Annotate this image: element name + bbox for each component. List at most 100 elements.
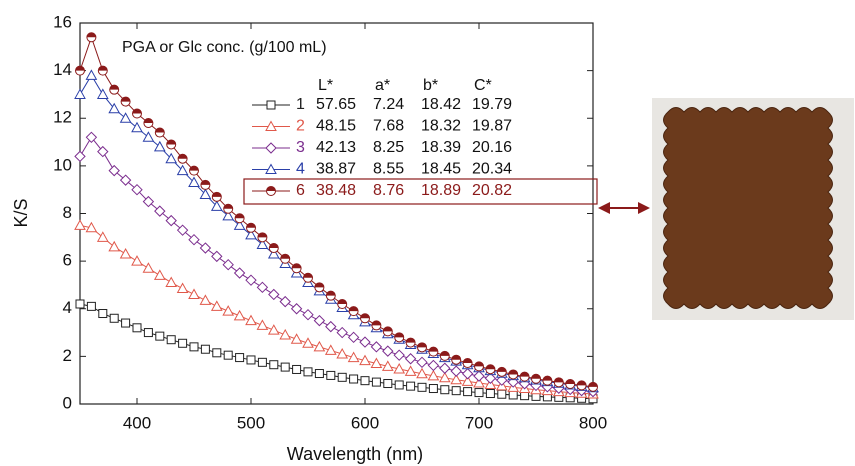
marker-shape [256,319,269,330]
marker [143,328,153,338]
table-cell: 18.39 [421,139,461,156]
marker-shape [143,118,153,124]
marker-shape [393,362,406,374]
marker-shape [360,376,370,386]
marker-shape [233,267,246,279]
marker [188,233,200,246]
marker-shape [303,367,313,377]
marker-shape [188,288,200,299]
marker-shape [302,308,314,321]
y-tick-label: 10 [53,155,72,174]
marker [565,378,576,389]
marker [324,344,337,355]
marker-shape [265,163,277,174]
marker [474,361,484,372]
marker [383,379,393,389]
marker-shape [233,219,246,230]
marker-shape [119,247,132,259]
table-cell: 18.89 [421,182,461,199]
marker-shape [347,331,360,344]
marker [269,360,279,370]
marker-shape [440,385,450,395]
marker [337,372,347,382]
marker [108,164,120,177]
marker-shape [176,164,189,176]
marker-shape [97,145,109,158]
marker-shape [245,274,257,286]
marker-shape [577,380,587,386]
marker [531,373,541,384]
marker-shape [279,295,291,308]
marker [245,274,257,286]
marker [245,314,257,326]
marker-shape [165,276,178,288]
marker [439,350,450,361]
marker-shape [267,324,280,335]
marker-shape [326,370,336,380]
marker-shape [189,342,199,352]
marker [370,357,383,369]
marker-shape [588,382,598,387]
marker-shape [404,365,417,376]
marker [417,382,427,392]
marker [256,281,269,294]
marker [235,353,245,363]
marker [153,269,166,280]
marker-shape [142,262,155,273]
marker [427,359,440,372]
marker-shape [96,231,109,242]
marker-shape [165,214,177,227]
table-cell: 42.13 [316,139,356,156]
series-line [79,35,594,388]
marker-shape [474,388,484,398]
marker-shape [313,314,326,327]
marker-shape [109,313,119,323]
marker-shape [268,288,280,301]
marker [371,377,381,387]
marker-shape [265,142,277,154]
x-tick-label: 600 [351,413,379,432]
marker [211,250,223,263]
marker [404,365,417,376]
marker-shape [200,344,210,354]
y-tick-label: 6 [63,251,72,270]
marker-shape [131,183,143,196]
series-line [79,136,594,393]
marker [336,347,349,359]
marker-shape [119,174,132,186]
marker [256,238,269,249]
marker [97,145,109,158]
marker [233,309,246,321]
marker-shape [349,374,359,384]
table-cell: 38.87 [316,161,356,178]
marker-shape [121,318,131,328]
marker-shape [324,344,337,355]
marker-shape [108,240,121,252]
marker-shape [406,381,416,391]
marker [199,242,212,254]
marker [85,131,98,144]
legend-entry: 2 48.15 7.68 18.32 19.87 [252,118,512,135]
marker-shape [473,377,485,388]
marker-shape [336,326,348,339]
marker-shape [404,353,417,365]
marker-shape [75,299,85,309]
marker [394,380,404,390]
marker [86,301,96,311]
marker-shape [303,273,313,278]
marker [265,142,277,154]
marker [314,282,325,293]
marker [576,380,587,391]
marker [222,258,234,271]
marker-shape [257,232,267,238]
marker-shape [520,372,530,377]
marker [440,385,450,395]
marker-shape [222,209,235,221]
marker [155,331,165,341]
marker-shape [233,309,246,321]
marker [210,300,223,311]
table-cell: 8.76 [373,182,404,199]
marker-shape [121,97,131,102]
marker [428,346,439,357]
marker-shape [485,364,495,370]
